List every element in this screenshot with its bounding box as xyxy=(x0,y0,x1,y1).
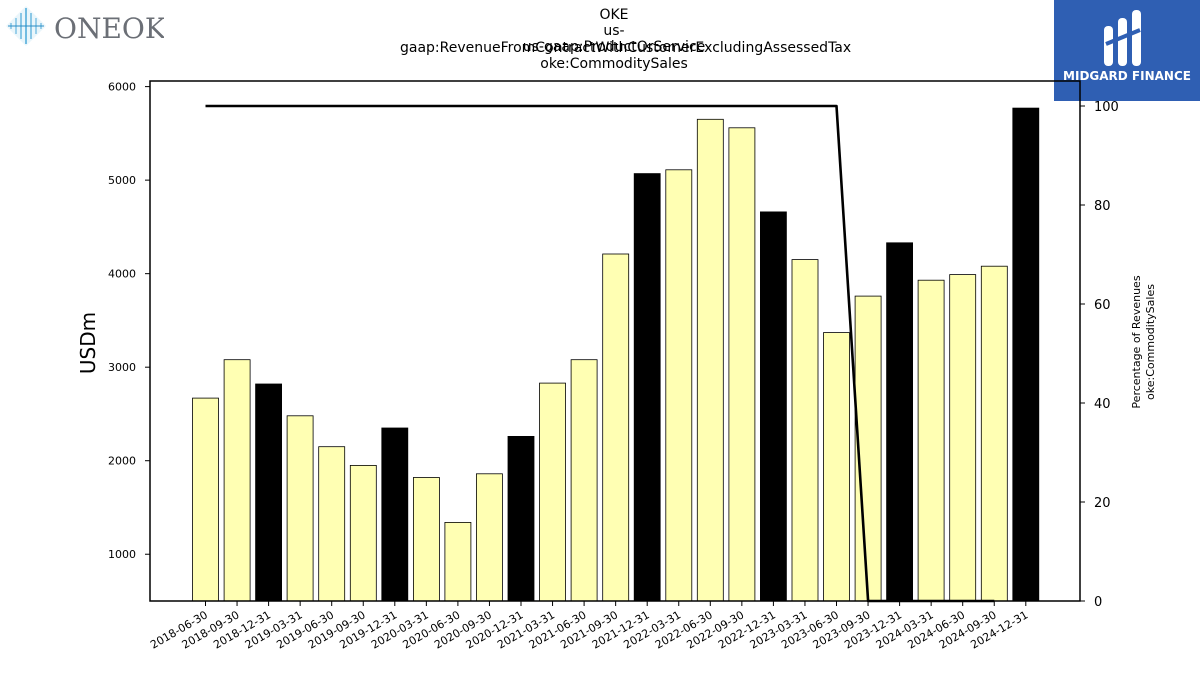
bar-2022-03-31 xyxy=(665,169,693,602)
bar-2018-06-30 xyxy=(192,397,219,602)
plot-frame xyxy=(149,80,1081,602)
midgard-emblem-icon xyxy=(1104,10,1141,66)
y-axis-label: USDm xyxy=(76,312,100,374)
y2-tick-label-20: 20 xyxy=(1094,496,1111,511)
bar-2024-09-30 xyxy=(980,265,1008,602)
bar-2020-06-30 xyxy=(444,522,472,602)
bar-2022-06-30 xyxy=(696,118,724,602)
bar-2019-06-30 xyxy=(318,446,346,602)
bar-2019-12-31 xyxy=(381,427,409,602)
bar-2020-09-30 xyxy=(475,473,503,602)
y2-axis-label-line-1: Percentage of Revenues xyxy=(1130,275,1143,408)
y2-tick-label-40: 40 xyxy=(1094,397,1111,412)
y-tick-label-3000: 3000 xyxy=(108,361,136,374)
bar-2020-03-31 xyxy=(412,477,440,602)
bar-2024-03-31 xyxy=(917,279,945,602)
bar-2023-03-31 xyxy=(791,259,819,602)
bars-group xyxy=(192,107,1040,602)
bar-2021-09-30 xyxy=(602,253,630,602)
chart-title-line-1: OKE xyxy=(599,7,629,23)
oneok-logo-text: ONEOK xyxy=(54,12,164,45)
midgard-logo-text: MIDGARD FINANCE xyxy=(1063,69,1191,83)
bar-2018-09-30 xyxy=(223,359,251,602)
chart-title-line-2: us-gaap:RevenueFromContractWithCustomerE… xyxy=(400,23,852,56)
bar-2021-12-31 xyxy=(633,173,661,602)
bar-2023-12-31 xyxy=(886,242,913,602)
bar-2021-03-31 xyxy=(539,382,566,602)
bar-2024-06-30 xyxy=(949,274,977,602)
midgard-finance-logo: MIDGARD FINANCE xyxy=(1054,0,1200,101)
chart-title-line-3: us-gaap:ProductOrService xyxy=(522,39,706,55)
y2-tick-label-100: 100 xyxy=(1094,100,1119,115)
bar-2021-06-30 xyxy=(570,359,598,602)
oneok-logo: ONEOK xyxy=(4,4,167,50)
bar-2024-12-31 xyxy=(1012,107,1040,602)
oneok-diamond-icon xyxy=(6,6,46,46)
bar-2022-12-31 xyxy=(760,211,787,602)
bar-2019-03-31 xyxy=(286,415,314,602)
y-tick-label-2000: 2000 xyxy=(108,455,136,468)
y2-axis-label-line-2: oke:CommoditySales xyxy=(1144,284,1157,400)
y2-tick-label-80: 80 xyxy=(1094,199,1111,214)
y-tick-label-1000: 1000 xyxy=(108,548,136,561)
y-tick-label-5000: 5000 xyxy=(108,174,136,187)
bar-2020-12-31 xyxy=(507,435,535,602)
y2-tick-label-60: 60 xyxy=(1094,298,1111,313)
bar-2018-12-31 xyxy=(255,383,283,602)
bar-2023-06-30 xyxy=(823,332,850,602)
y2-tick-label-0: 0 xyxy=(1094,595,1102,610)
y-tick-label-4000: 4000 xyxy=(108,268,136,281)
bar-2022-09-30 xyxy=(728,127,756,602)
bar-2019-09-30 xyxy=(349,464,377,602)
percentage-line xyxy=(205,104,995,603)
y-tick-label-6000: 6000 xyxy=(108,81,136,94)
chart-title-line-4: oke:CommoditySales xyxy=(540,56,688,72)
